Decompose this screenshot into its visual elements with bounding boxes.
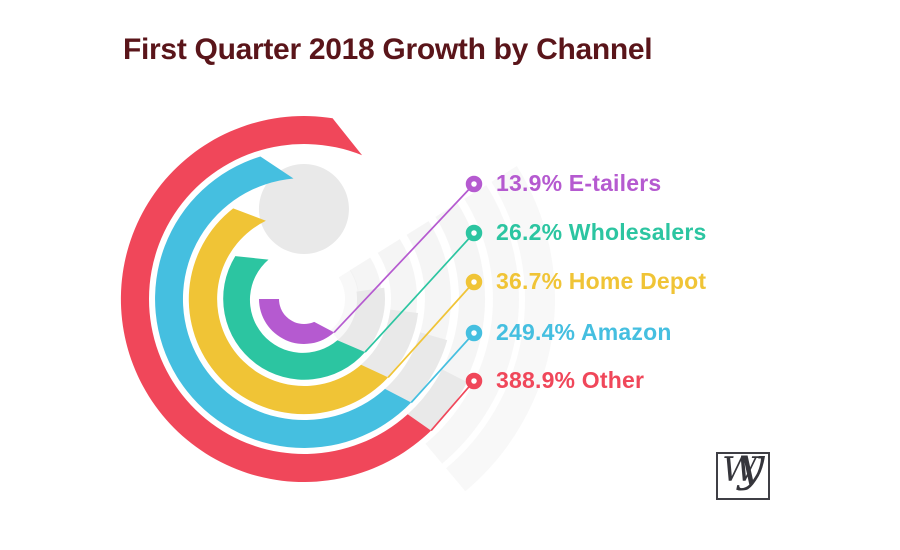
logo-letter-y: y	[738, 437, 765, 492]
ring-track-amazon	[385, 332, 448, 403]
connector-wholesalers	[364, 232, 475, 353]
legend-dot-other	[465, 372, 483, 390]
logo-box	[716, 452, 770, 500]
logo-letter-w: W	[722, 450, 757, 490]
legend-dot-home-depot	[465, 273, 483, 291]
hub-circle	[279, 274, 329, 324]
connector-home-depot	[387, 281, 475, 378]
connector-amazon	[410, 332, 475, 404]
legend-item-other: 388.9% Other	[496, 367, 645, 393]
ring-track-wholesalers	[337, 287, 385, 353]
ghost-ripple-0	[330, 269, 359, 342]
ring-track-other	[407, 369, 468, 431]
ring-track-home-depot	[361, 309, 419, 378]
connector-other	[430, 380, 475, 432]
ring-arc-e-tailers	[259, 299, 335, 344]
connector-e-tailers	[333, 183, 475, 333]
legend-item-amazon: 249.4% Amazon	[496, 319, 672, 345]
ring-track-e-tailers	[258, 164, 349, 275]
legend-item-wholesalers: 26.2% Wholesalers	[496, 219, 707, 245]
legend-dot-wholesalers	[465, 224, 483, 242]
ring-arc-amazon	[155, 156, 412, 448]
legend-dot-e-tailers	[465, 175, 483, 193]
ring-arc-other	[120, 116, 432, 483]
legend-dot-amazon	[465, 324, 483, 342]
legend-item-e-tailers: 13.9% E-tailers	[496, 170, 662, 196]
ring-arc-home-depot	[188, 208, 389, 415]
ghost-ripple-6	[446, 165, 555, 492]
company-logo: W y	[716, 441, 770, 500]
ghost-ripple-5	[425, 185, 519, 464]
legend-item-home-depot: 36.7% Home Depot	[496, 268, 707, 294]
page-title: First Quarter 2018 Growth by Channel	[123, 33, 653, 66]
ring-arc-wholesalers	[223, 256, 366, 380]
